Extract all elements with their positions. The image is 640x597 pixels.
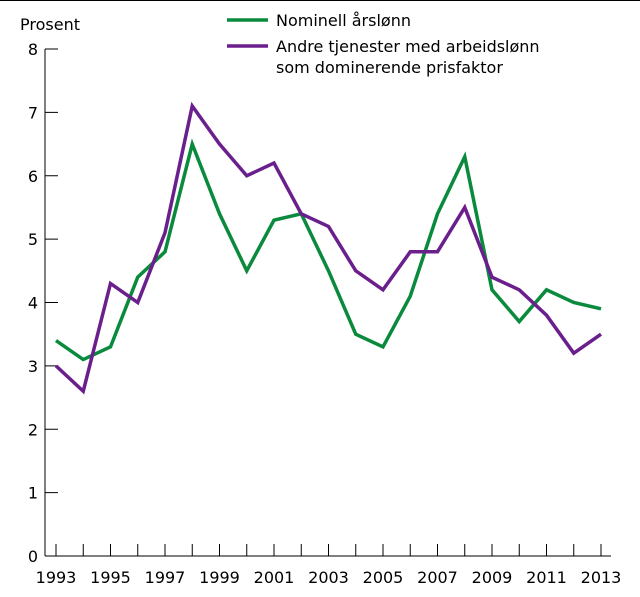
legend-label-line: som dominerende prisfaktor bbox=[276, 58, 503, 77]
y-tick-label: 5 bbox=[28, 230, 38, 249]
y-tick-label: 3 bbox=[28, 357, 38, 376]
y-axis-label: Prosent bbox=[20, 15, 80, 34]
series-line-1 bbox=[54, 138, 602, 362]
x-tick-label: 2007 bbox=[417, 568, 458, 587]
y-tick-label: 2 bbox=[28, 420, 38, 439]
x-tick-label: 1995 bbox=[90, 568, 131, 587]
y-tick-label: 4 bbox=[28, 294, 38, 313]
y-tick-label: 0 bbox=[28, 547, 38, 566]
x-tick-label: 2001 bbox=[254, 568, 295, 587]
top-rule bbox=[0, 0, 640, 1]
x-tick-label: 2013 bbox=[581, 568, 622, 587]
x-tick-label: 1997 bbox=[145, 568, 186, 587]
y-tick-label: 1 bbox=[28, 484, 38, 503]
x-tick-label: 1993 bbox=[36, 568, 77, 587]
x-tick-label: 2003 bbox=[308, 568, 349, 587]
series-line-2 bbox=[54, 101, 603, 395]
legend-label-line: Andre tjenester med arbeidslønn bbox=[276, 37, 540, 56]
x-tick-label: 2011 bbox=[526, 568, 567, 587]
legend-label-line: Nominell årslønn bbox=[276, 11, 411, 30]
y-tick-label: 6 bbox=[28, 167, 38, 186]
x-tick-label: 2009 bbox=[472, 568, 513, 587]
x-tick-label: 2005 bbox=[363, 568, 404, 587]
y-tick-label: 8 bbox=[28, 40, 38, 59]
legend-label-1: Nominell årslønn bbox=[276, 11, 411, 30]
x-tick-label: 1999 bbox=[199, 568, 240, 587]
legend-label-2: Andre tjenester med arbeidslønn som domin… bbox=[276, 37, 540, 77]
y-tick-label: 7 bbox=[28, 103, 38, 122]
